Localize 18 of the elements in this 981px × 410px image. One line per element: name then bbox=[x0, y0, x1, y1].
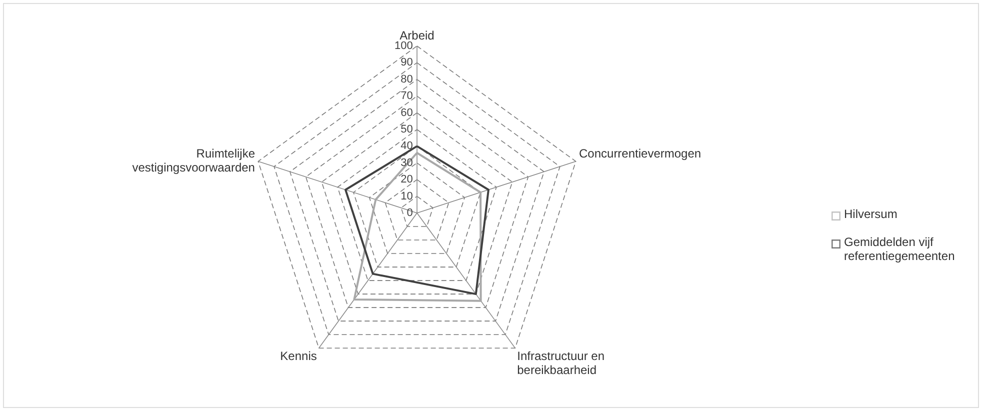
spoke-label: Concurrentievermogen bbox=[579, 146, 702, 160]
y-tick-label: 60 bbox=[400, 106, 413, 119]
y-tick-label: 10 bbox=[400, 190, 413, 202]
y-tick-label: 40 bbox=[400, 140, 413, 152]
y-tick-label: 70 bbox=[400, 90, 413, 102]
y-tick-label: 90 bbox=[400, 56, 413, 69]
spoke-label: Kennis bbox=[280, 348, 317, 363]
spoke-label: Arbeid bbox=[400, 28, 434, 43]
y-tick-label: 20 bbox=[400, 174, 413, 186]
y-tick-label: 30 bbox=[400, 156, 413, 169]
spoke-label: Ruimtelijke vestigingsvoorwaarden bbox=[132, 146, 256, 174]
y-tick-label: 80 bbox=[400, 73, 413, 86]
legend-label: Gemiddelden vijf referentiegemeenten bbox=[844, 235, 955, 263]
y-tick-label: 100 bbox=[394, 40, 413, 52]
y-tick-label: 50 bbox=[400, 124, 413, 136]
y-tick-label: 0 bbox=[406, 207, 413, 219]
legend-label: Hilversum bbox=[844, 207, 898, 221]
spoke-label: Infrastructuur en bereikbaarheid bbox=[517, 348, 604, 377]
